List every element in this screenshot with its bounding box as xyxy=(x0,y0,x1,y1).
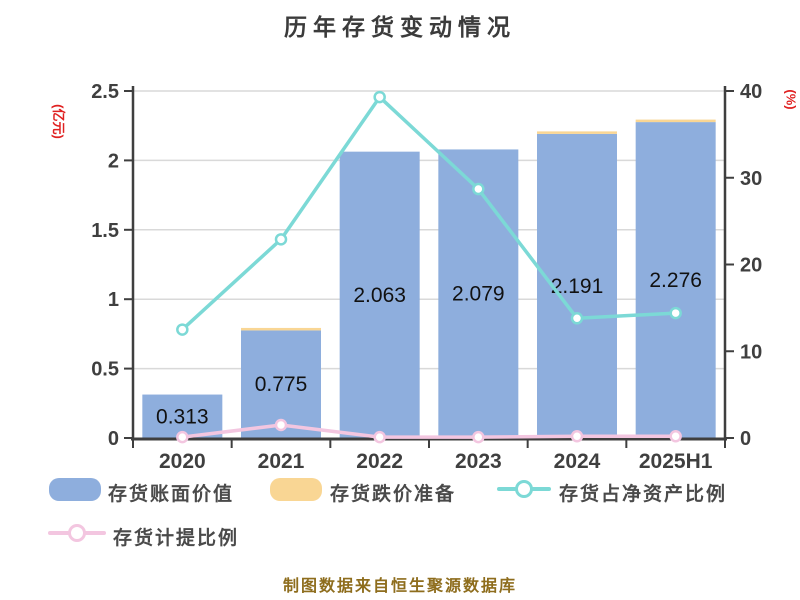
left-axis-tick-label: 1.5 xyxy=(91,220,119,242)
x-category-label: 2022 xyxy=(356,450,403,473)
x-category-label: 2025H1 xyxy=(639,450,713,473)
bar-inventory-book-value xyxy=(339,151,420,439)
line-marker xyxy=(373,90,386,104)
left-axis-tick-label: 0 xyxy=(108,428,119,450)
line-marker xyxy=(274,418,288,432)
x-category-label: 2020 xyxy=(159,450,206,473)
line-marker xyxy=(472,430,485,444)
line-marker xyxy=(669,430,682,443)
bar-value-label: 2.276 xyxy=(649,269,702,292)
bar-inventory-book-value xyxy=(142,394,223,438)
right-axis-tick-label: 30 xyxy=(740,168,762,190)
right-axis-tick-label: 10 xyxy=(740,341,762,363)
data-source-note: 制图数据来自恒生聚源数据库 xyxy=(282,578,517,595)
legend-dot-icon xyxy=(515,480,533,498)
line-marker xyxy=(669,306,682,320)
line-inventory-provision-ratio xyxy=(180,423,678,439)
x-category-label: 2023 xyxy=(455,450,502,473)
left-axis-tick-label: 2.5 xyxy=(91,81,119,103)
legend-label-inventory-provision-ratio: 存货计提比例 xyxy=(113,528,240,549)
line-marker xyxy=(176,323,189,336)
line-marker xyxy=(570,430,584,443)
bar-inventory-depreciation-cap xyxy=(537,131,617,134)
line-marker xyxy=(570,312,584,325)
left-axis-tick-label: 1 xyxy=(108,289,119,311)
bar-inventory-book-value xyxy=(438,149,519,438)
line-marker xyxy=(274,233,288,246)
legend-dot-icon xyxy=(68,524,86,542)
bar-value-label: 2.063 xyxy=(353,284,406,307)
legend-swatch-inventory-book-value xyxy=(49,478,101,501)
line-marker xyxy=(176,430,189,444)
left-axis-tick-label: 0.5 xyxy=(91,359,119,381)
bar-value-label: 2.079 xyxy=(452,283,505,306)
bar-inventory-book-value xyxy=(635,122,716,439)
legend-label-inventory-depreciation-reserve: 存货跌价准备 xyxy=(330,484,457,505)
x-category-label: 2021 xyxy=(258,450,305,473)
legend-marker-inventory-to-net-assets-ratio xyxy=(497,480,551,498)
left-axis-tick-label: 2 xyxy=(108,150,119,172)
legend-label-inventory-to-net-assets-ratio: 存货占净资产比例 xyxy=(559,484,728,505)
bar-value-label: 2.191 xyxy=(551,275,604,298)
bar-inventory-depreciation-cap xyxy=(241,327,321,331)
x-category-label: 2024 xyxy=(554,450,601,473)
right-axis-tick-label: 40 xyxy=(740,81,762,103)
line-marker xyxy=(373,430,386,444)
chart-title: 历年存货变动情况 xyxy=(284,14,516,40)
bar-value-label: 0.775 xyxy=(255,373,308,396)
bar-inventory-depreciation-cap xyxy=(635,119,716,123)
line-inventory-to-net-assets-ratio xyxy=(180,95,678,332)
right-axis-tick-label: 0 xyxy=(740,428,751,450)
legend-label-inventory-book-value: 存货账面价值 xyxy=(108,484,235,505)
legend-marker-inventory-provision-ratio xyxy=(48,524,106,542)
right-axis-tick-label: 20 xyxy=(740,255,762,277)
bar-value-label: 0.313 xyxy=(156,405,209,428)
line-marker xyxy=(472,182,485,196)
legend-swatch-inventory-depreciation-reserve xyxy=(270,478,322,501)
